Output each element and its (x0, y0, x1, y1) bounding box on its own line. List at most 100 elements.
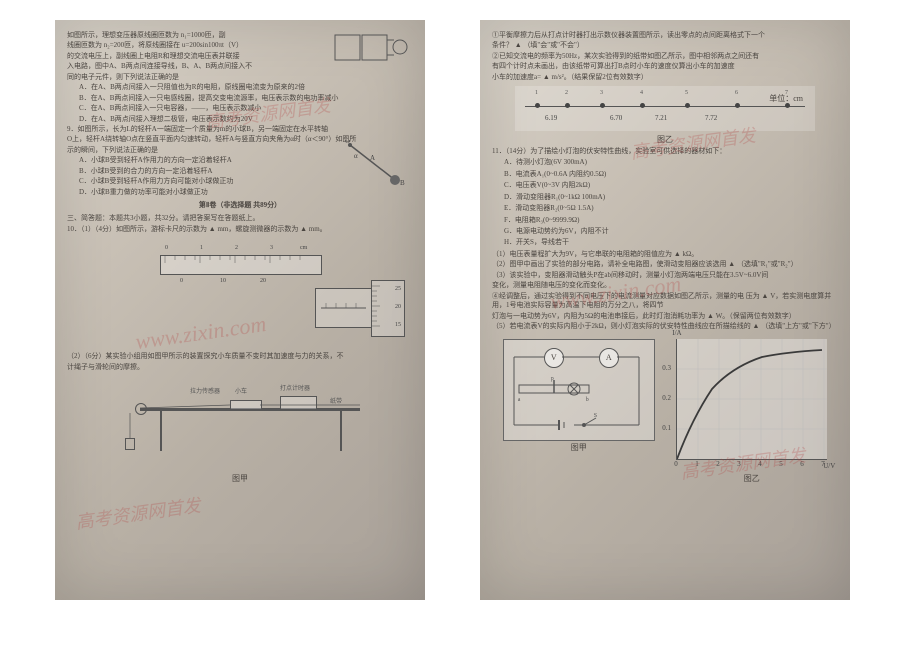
dot-num: 6 (735, 89, 738, 97)
tape-dot (535, 103, 540, 108)
tape-diagram: 1 2 3 4 5 6 7 6.19 6.70 7.21 7.72 单位：cm (515, 86, 815, 131)
blank: ▲ (753, 322, 760, 330)
xtick: 3 (737, 460, 741, 469)
bottom-figures: V A (492, 339, 838, 485)
text-line: 同的电子元件，则下列说法正确的是 (67, 73, 413, 82)
mic-mark: 20 (395, 303, 401, 311)
blank: ▲ (674, 250, 681, 258)
text: 小车的加速度a= (492, 73, 541, 81)
dot-num: 2 (565, 89, 568, 97)
circuit-block: V A (503, 339, 655, 485)
label-s: S (594, 412, 597, 420)
text: 灯泡与一电动势为6V，内阻为5Ω的电池串接后，此时灯泡消耗功率为 (492, 312, 705, 320)
text-line: 小车的加速度a= ▲ m/s²。（结果保留2位有效数字） (492, 73, 838, 82)
text-line: ①平衡摩擦力后从打点计时器打出示数仪器装置图所示，读出零点的点间距离格式下一个 (492, 31, 838, 40)
graph-block: I/A U/V 0 1 2 3 4 5 (676, 339, 827, 485)
blank: ▲ (762, 292, 769, 300)
q11: 11．（14分）为了描绘小灯泡的伏安特性曲线，实验室可供选择的器材如下： (492, 147, 838, 156)
item-d: D．滑动变阻器R₁(0~1kΩ 100mA) (492, 193, 670, 202)
svg-text:B: B (400, 179, 405, 187)
ruler-mark: cm (300, 244, 307, 252)
mic-mark: 25 (395, 285, 401, 293)
tape-dot (735, 103, 740, 108)
blank: ▲ (728, 260, 735, 268)
watermark-text: 高考资源网首发 (74, 491, 202, 534)
text: （选填"上方"或"下方"） (761, 322, 835, 330)
xtick: 6 (800, 460, 804, 469)
item-e: E．滑动变阻器R₂(0~5Ω 1.5A) (492, 204, 670, 213)
ruler-mark: 0 (165, 244, 168, 252)
svg-text:O: O (345, 140, 350, 145)
iv-graph: I/A U/V 0 1 2 3 4 5 (676, 339, 827, 460)
item-a: A．待测小灯泡(6V 300mA) (492, 158, 670, 167)
sub-q5: 灯泡与一电动势为6V，内阻为5Ω的电池串接后，此时灯泡消耗功率为 ▲ W。（保留… (492, 312, 838, 321)
dot-num: 4 (640, 89, 643, 97)
option-d: D．在A、B两点间接入理想二极管，电压表示数约为20V (67, 115, 413, 124)
y-axis-label: I/A (672, 329, 681, 338)
section-3-title: 三、简答题：本题共3小题，共32分。请把答案写在答题纸上。 (67, 214, 413, 223)
text: ④经调整后，通过实验得到不同电压下的电流测量对应数据如图乙所示，测量的电 (492, 292, 744, 300)
left-content: 如图所示，理想变压器原线圈匝数为 n₁=1000匝，副 线圈匝数为 n₂=200… (55, 20, 425, 495)
text: 条件？ (492, 41, 513, 49)
q9-intro: 9．如图所示，长为L的轻杆A一端固定一个质量为m的小球B，另一端固定在水平转轴 (67, 125, 413, 134)
sub-q4: ④经调整后，通过实验得到不同电压下的电流测量对应数据如图乙所示，测量的电 压为 … (492, 292, 838, 311)
micrometer-diagram: 25 20 15 (315, 280, 405, 335)
tape-dot (685, 103, 690, 108)
ytick: 0.3 (662, 364, 671, 373)
svg-text:A: A (370, 154, 375, 162)
dot-num: 1 (535, 89, 538, 97)
pendulum-diagram: O A B α (340, 140, 410, 190)
sub-q3b: 变化，测量电阻随电压的变化而变化。 (492, 281, 838, 290)
transformer-diagram (330, 30, 410, 65)
q10-2b: 计绳子与滑轮间的摩擦。 (67, 363, 413, 372)
option-c: C．在A、B两点间接入一只电容器，——，电压表示数减小 (67, 104, 413, 113)
q10-text: 10．（1）（4分）如图所示，游标卡尺的示数为 (67, 225, 207, 233)
label-b: b (586, 396, 589, 404)
graph-caption: 图乙 (676, 474, 827, 485)
tape-value: 6.70 (610, 114, 622, 123)
q10-unit1: mm，螺旋测微器的示数为 (217, 225, 298, 233)
tape-value: 7.21 (655, 114, 667, 123)
text-line: 条件？ ▲ （填"会"或"不会"） (492, 41, 838, 50)
xtick: 4 (758, 460, 762, 469)
sub-q1: （1）电压表量程扩大为9V，与它串联的电阻箱的阻值应为 ▲ kΩ。 (492, 250, 838, 259)
fig-jia-caption: 图甲 (67, 474, 413, 485)
tape-value: 6.19 (545, 114, 557, 123)
vernier-mark: 20 (260, 277, 266, 285)
item-f: F．电阻箱R₃(0~9999.9Ω) (492, 216, 670, 225)
dot-num: 5 (685, 89, 688, 97)
sub-q2: （2）图甲中画出了实验的部分电路，请补全电路图，使滑动变阻器应该选用 ▲ （选填… (492, 260, 838, 269)
item-h: H．开关S，导线若干 (492, 238, 670, 247)
blank: ▲ (707, 312, 714, 320)
blank: ▲ (543, 73, 550, 81)
sub-q3: （3）该实验中，变阻器滑动触头P在ab间移动时，测量小灯泡两端电压只能在3.5V… (492, 271, 838, 280)
experiment-setup-diagram: 拉力传感器 小车 打点计时器 纸带 (100, 378, 380, 468)
micrometer-body (315, 288, 372, 328)
text: 压为 (746, 292, 760, 300)
xtick: 7 (821, 460, 825, 469)
ytick: 0.2 (662, 394, 671, 403)
section-2-title: 第Ⅱ卷（非选择题 共89分） (67, 201, 413, 210)
circuit-diagram: V A (503, 339, 655, 441)
xtick: 0 (674, 460, 678, 469)
option-b: B．在A、B两点间接入一只电感线圈，提高交变电流源率，电压表示数的电功率减小 (67, 94, 413, 103)
q10-unit2: mm。 (309, 225, 327, 233)
text: W。（保留两位有效数字） (716, 312, 796, 320)
label-a: a (518, 396, 521, 404)
blank: ▲ (515, 41, 522, 49)
option-a: A．在A、B两点间接入一只阻值也为R的电阻，原线圈电流变为原来的2倍 (67, 83, 413, 92)
right-content: ①平衡摩擦力后从打点计时器打出示数仪器装置图所示，读出零点的点间距离格式下一个 … (480, 20, 850, 495)
text: （2）图甲中画出了实验的部分电路，请补全电路图，使滑动变阻器应该选用 (492, 260, 727, 268)
item-b: B．电流表A₁(0~0.6A 内阻约0.5Ω) (492, 170, 670, 179)
q10-2: （2）（6分）某实验小组用如图甲所示的装置探究小车质量不变时其加速度与力的关系，… (67, 352, 413, 361)
text: （填"会"或"不会"） (523, 41, 583, 49)
text: kΩ。 (683, 250, 699, 258)
text: （1）电压表量程扩大为9V，与它串联的电阻箱的阻值应为 (492, 250, 672, 258)
right-page: ①平衡摩擦力后从打点计时器打出示数仪器装置图所示，读出零点的点间距离格式下一个 … (480, 20, 850, 600)
blank: ▲ (209, 225, 216, 233)
xtick: 2 (716, 460, 720, 469)
fig-yi-caption: 图乙 (492, 135, 838, 146)
item-g: G．电源电动势约为6V，内阻不计 (492, 227, 670, 236)
text: （选填"R₁"或"R₂"） (737, 260, 798, 268)
text: （5）若电流表V的实际内阻小于2kΩ，则小灯泡实际的伏安特性曲线应在所描绘线的 (492, 322, 751, 330)
